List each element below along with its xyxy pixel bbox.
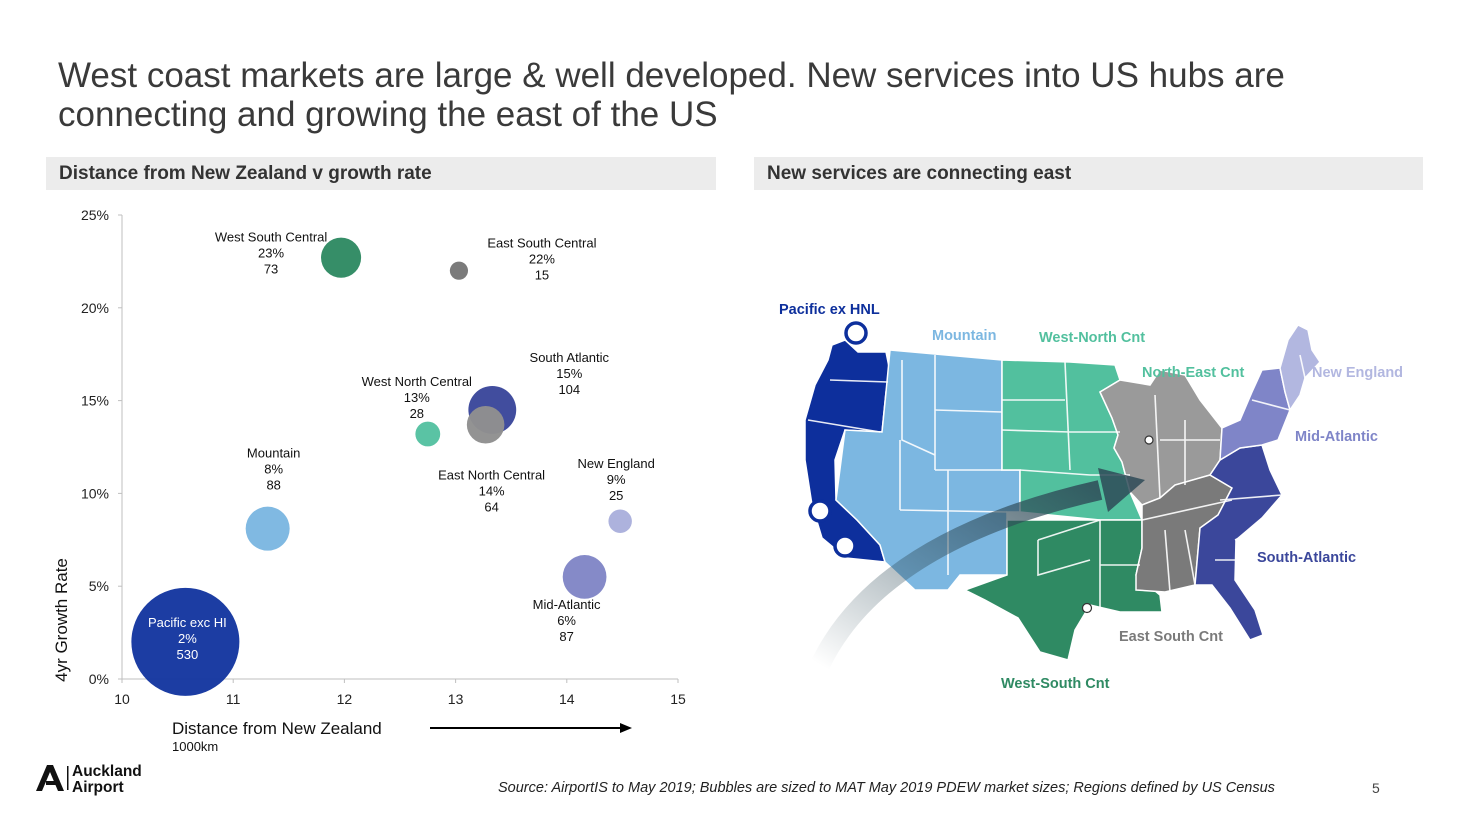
bubble-label: East North Central [438,468,545,483]
bubble-label: 87 [559,629,573,644]
bubble-label: 64 [484,500,498,515]
source-note: Source: AirportIS to May 2019; Bubbles a… [498,780,1275,796]
region-south-atlantic [1194,444,1283,641]
map-label-south-atlantic: South-Atlantic [1257,550,1356,566]
map-label-north-east: North-East Cnt [1142,365,1244,381]
logo-text-line-1: Auckland [72,763,142,780]
y-tick-label: 0% [89,671,109,687]
map-label-mid-atlantic: Mid-Atlantic [1295,429,1378,445]
bubble-label: Mid-Atlantic [533,597,601,612]
auckland-airport-logo [36,765,69,791]
region-mid-atlantic [1219,367,1291,462]
slide-title-line-1: West coast markets are large & well deve… [58,56,1285,95]
map-label-west-south: West-South Cnt [1001,676,1110,692]
bubble-label: 15 [535,268,549,283]
airport-markers [808,321,1154,614]
bubble-label: 104 [558,382,580,397]
map-label-mountain: Mountain [932,328,996,344]
bubble-label: 28 [410,406,424,421]
y-tick-label: 15% [81,393,109,409]
bubble-label: 14% [479,484,505,499]
x-tick-label: 11 [226,691,241,707]
y-tick-label: 5% [89,578,109,594]
bubble-label: East South Central [487,236,596,251]
x-tick-label: 10 [114,691,130,707]
y-tick-label: 25% [81,207,109,223]
x-axis-title: Distance from New Zealand [172,719,382,738]
bubble-label: South Atlantic [530,350,610,365]
y-axis-title: 4yr Growth Rate [52,558,71,682]
bubble-mountain [245,506,290,551]
left-panel-header: Distance from New Zealand v growth rate [46,157,716,190]
y-tick-label: 20% [81,300,109,316]
logo-text-line-2: Airport [72,779,124,796]
bubble-label: 88 [266,478,280,493]
chart-bubbles [131,237,632,696]
map-label-new-england: New England [1312,365,1403,381]
slide-title-line-2: connecting and growing the east of the U… [58,95,718,134]
airport-marker-seattle [844,321,868,345]
airport-marker-los-angeles [833,534,857,558]
slide-title: West coast markets are large & well deve… [58,56,1418,134]
eastward-arrow [810,468,1145,670]
bubble-label: Pacific exc HI [148,615,227,630]
bubble-label: West North Central [362,374,472,389]
bubble-east-north-central [466,405,505,444]
x-tick-label: 15 [670,691,686,707]
bubble-label: Mountain [247,446,300,461]
bubble-label: 6% [557,613,576,628]
bubble-new-england [608,509,632,533]
map-label-east-south: East South Cnt [1119,629,1223,645]
region-new-england [1279,324,1321,412]
x-tick-label: 13 [448,691,464,707]
right-panel-header: New services are connecting east [754,157,1423,190]
bubble-label: 530 [177,647,199,662]
airport-marker-chicago [1144,435,1154,445]
bubble-pacific-exc-hi [131,587,240,696]
airport-marker-san-francisco [808,499,832,523]
bubble-west-north-central [415,421,441,447]
state-borders [807,354,1306,612]
x-tick-label: 12 [337,691,353,707]
bubble-label: 2% [178,631,197,646]
bubble-label: 8% [264,462,283,477]
bubble-label: 9% [607,472,626,487]
y-tick-label: 10% [81,485,109,501]
bubble-label: 23% [258,246,284,261]
bubble-label: 13% [404,390,430,405]
bubble-label: New England [578,456,655,471]
x-axis-unit: 1000km [172,739,218,754]
bubble-label: 22% [529,252,555,267]
bubble-label: 73 [264,262,278,277]
bubble-mid-atlantic [562,555,607,599]
bubble-label: 15% [556,366,582,381]
x-axis-arrow [430,723,632,733]
page-number: 5 [1372,780,1380,796]
bubble-east-south-central [449,261,469,280]
bubble-label: West South Central [215,230,328,245]
airport-marker-houston [1081,602,1093,614]
x-tick-label: 14 [559,691,575,707]
bubble-west-south-central [321,237,362,278]
map-labels: Pacific ex HNL Mountain West-North Cnt N… [779,302,1403,692]
map-label-west-north: West-North Cnt [1039,330,1145,346]
bubble-label: 25 [609,488,623,503]
map-label-pacific: Pacific ex HNL [779,302,880,318]
